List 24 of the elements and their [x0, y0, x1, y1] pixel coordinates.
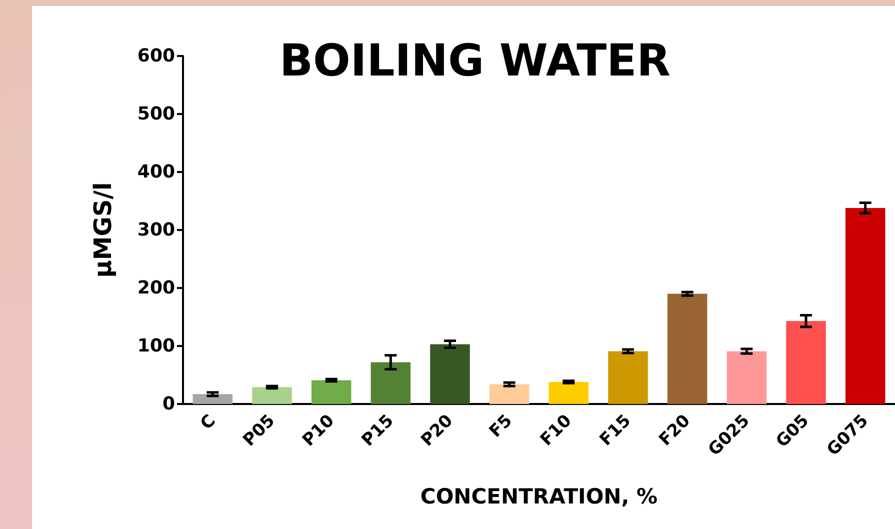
y-tick-label: 0	[162, 394, 175, 414]
bar	[192, 394, 233, 404]
x-tick-label: F5	[486, 410, 516, 442]
bar	[252, 387, 292, 404]
y-tick-label: 200	[137, 278, 175, 298]
y-tick-label: 400	[137, 162, 175, 182]
x-tick-label: C	[196, 410, 220, 434]
bar	[667, 294, 708, 404]
bar	[370, 362, 411, 404]
bar	[608, 351, 648, 404]
bar	[845, 208, 886, 404]
x-axis-title: CONCENTRATION, %	[420, 484, 658, 508]
bar	[430, 344, 470, 404]
y-tick-label: 100	[137, 336, 175, 356]
bar	[786, 321, 826, 404]
bar	[311, 380, 352, 404]
bar	[548, 382, 589, 404]
y-tick-label: 300	[137, 220, 175, 240]
bar	[489, 384, 530, 404]
y-tick-label: 500	[137, 104, 175, 124]
chart-title: BOILING WATER	[279, 36, 671, 86]
y-axis-title: µMGS/l	[89, 182, 117, 278]
y-tick-label: 600	[137, 46, 175, 66]
bar	[726, 351, 767, 404]
